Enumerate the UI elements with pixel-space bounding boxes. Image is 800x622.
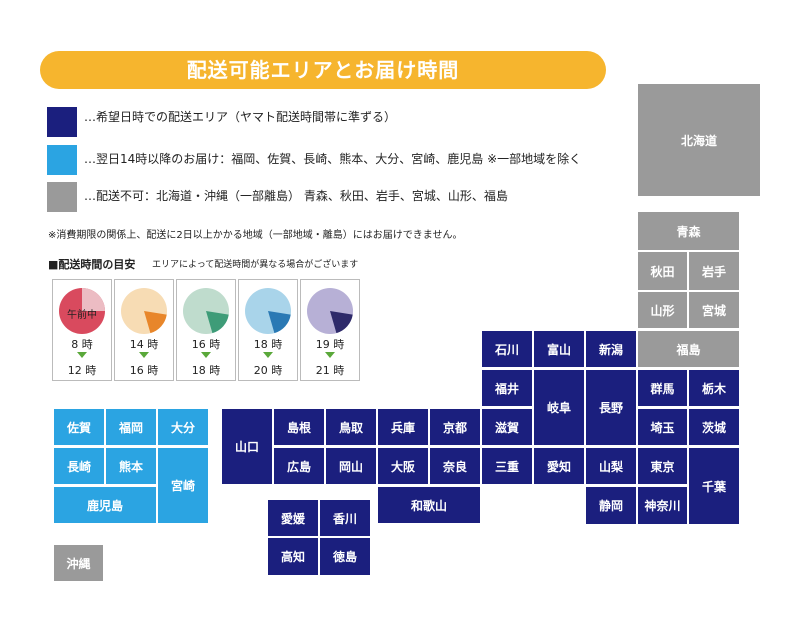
pref-saga: 佐賀 (54, 409, 104, 445)
pref-fukushima: 福島 (638, 331, 739, 367)
pref-shizuoka: 静岡 (586, 487, 636, 524)
down-arrow-icon (139, 352, 149, 358)
clock-pie-icon (121, 288, 167, 334)
pref-ibaraki: 茨城 (689, 409, 739, 445)
down-arrow-icon (263, 352, 273, 358)
pref-miyazaki: 宮崎 (158, 448, 208, 523)
pref-aichi: 愛知 (534, 448, 584, 484)
pref-hyogo: 兵庫 (378, 409, 428, 445)
expiry-note: ※消費期限の関係上、配送に2日以上かかる地域（一部地域・離島）にはお届けできませ… (48, 230, 463, 241)
pref-nara: 奈良 (430, 448, 480, 484)
legend-text-no-delivery: …配送不可：北海道・沖縄（一部離島） 青森、秋田、岩手、宮城、山形、福島 (84, 189, 508, 203)
clock-pie-icon (245, 288, 291, 334)
pref-gifu: 岐阜 (534, 370, 584, 445)
pref-ehime: 愛媛 (268, 500, 318, 536)
time-slot-to: 12 時 (67, 364, 97, 377)
down-arrow-icon (325, 352, 335, 358)
time-slot-card: 14 時 16 時 (114, 279, 174, 381)
time-slot-from: 19 時 (315, 338, 345, 351)
pref-toyama: 富山 (534, 331, 584, 367)
pref-kagawa: 香川 (320, 500, 370, 536)
legend-swatch-sky (47, 145, 77, 175)
legend-text-delivery-area: …希望日時での配送エリア（ヤマト配送時間帯に準ずる） (84, 110, 397, 124)
time-slot-card: 18 時 20 時 (238, 279, 298, 381)
pref-oita: 大分 (158, 409, 208, 445)
clock-pie-icon (59, 288, 105, 334)
time-slot-card: 19 時 21 時 (300, 279, 360, 381)
time-slot-card: 午前中 8 時 12 時 (52, 279, 112, 381)
time-slot-label: 午前中 (67, 310, 97, 321)
pref-kochi: 高知 (268, 538, 318, 575)
pref-yamaguchi: 山口 (222, 409, 272, 484)
down-arrow-icon (77, 352, 87, 358)
pref-kumamoto: 熊本 (106, 448, 156, 484)
pref-fukui: 福井 (482, 370, 532, 406)
time-slot-to: 20 時 (253, 364, 283, 377)
pref-tokushima: 徳島 (320, 538, 370, 575)
pref-osaka: 大阪 (378, 448, 428, 484)
pref-shimane: 島根 (274, 409, 324, 445)
pref-tokyo: 東京 (638, 448, 687, 484)
pref-tochigi: 栃木 (689, 370, 739, 406)
time-slot-from: 18 時 (253, 338, 283, 351)
time-slot-card: 16 時 18 時 (176, 279, 236, 381)
down-arrow-icon (201, 352, 211, 358)
pref-nagasaki: 長崎 (54, 448, 104, 484)
time-slot-to: 16 時 (129, 364, 159, 377)
pref-akita: 秋田 (638, 252, 687, 290)
pref-aomori: 青森 (638, 212, 739, 250)
legend-swatch-navy (47, 107, 77, 137)
legend-swatch-gray (47, 182, 77, 212)
pref-yamagata: 山形 (638, 292, 687, 328)
pref-ishikawa: 石川 (482, 331, 532, 367)
pref-kagoshima: 鹿児島 (54, 487, 156, 523)
pref-shiga: 滋賀 (482, 409, 532, 445)
pref-hokkaido: 北海道 (638, 84, 760, 196)
pref-okinawa: 沖縄 (54, 545, 103, 581)
time-slot-from: 16 時 (191, 338, 221, 351)
pref-miyagi: 宮城 (689, 292, 739, 328)
pref-chiba: 千葉 (689, 448, 739, 524)
delivery-time-guide-subtitle: エリアによって配送時間が異なる場合がございます (152, 260, 359, 270)
pref-kyoto: 京都 (430, 409, 480, 445)
delivery-time-guide-title: ■配送時間の目安 (48, 258, 136, 271)
pref-kanagawa: 神奈川 (638, 487, 687, 524)
time-slot-to: 21 時 (315, 364, 345, 377)
pref-mie: 三重 (482, 448, 532, 484)
time-slot-from: 14 時 (129, 338, 159, 351)
legend-text-next-day: …翌日14時以降のお届け：福岡、佐賀、長崎、熊本、大分、宮崎、鹿児島 ※一部地域… (84, 152, 582, 166)
clock-pie-icon (183, 288, 229, 334)
clock-pie-icon (307, 288, 353, 334)
pref-gunma: 群馬 (638, 370, 687, 406)
page-title: 配送可能エリアとお届け時間 (40, 51, 606, 89)
pref-niigata: 新潟 (586, 331, 636, 367)
time-slot-to: 18 時 (191, 364, 221, 377)
pref-iwate: 岩手 (689, 252, 739, 290)
pref-fukuoka: 福岡 (106, 409, 156, 445)
pref-yamanashi: 山梨 (586, 448, 636, 484)
time-slot-from: 8 時 (71, 338, 93, 351)
pref-saitama: 埼玉 (638, 409, 687, 445)
pref-okayama: 岡山 (326, 448, 376, 484)
pref-tottori: 鳥取 (326, 409, 376, 445)
pref-nagano: 長野 (586, 370, 636, 445)
pref-hiroshima: 広島 (274, 448, 324, 484)
pref-wakayama: 和歌山 (378, 487, 480, 523)
